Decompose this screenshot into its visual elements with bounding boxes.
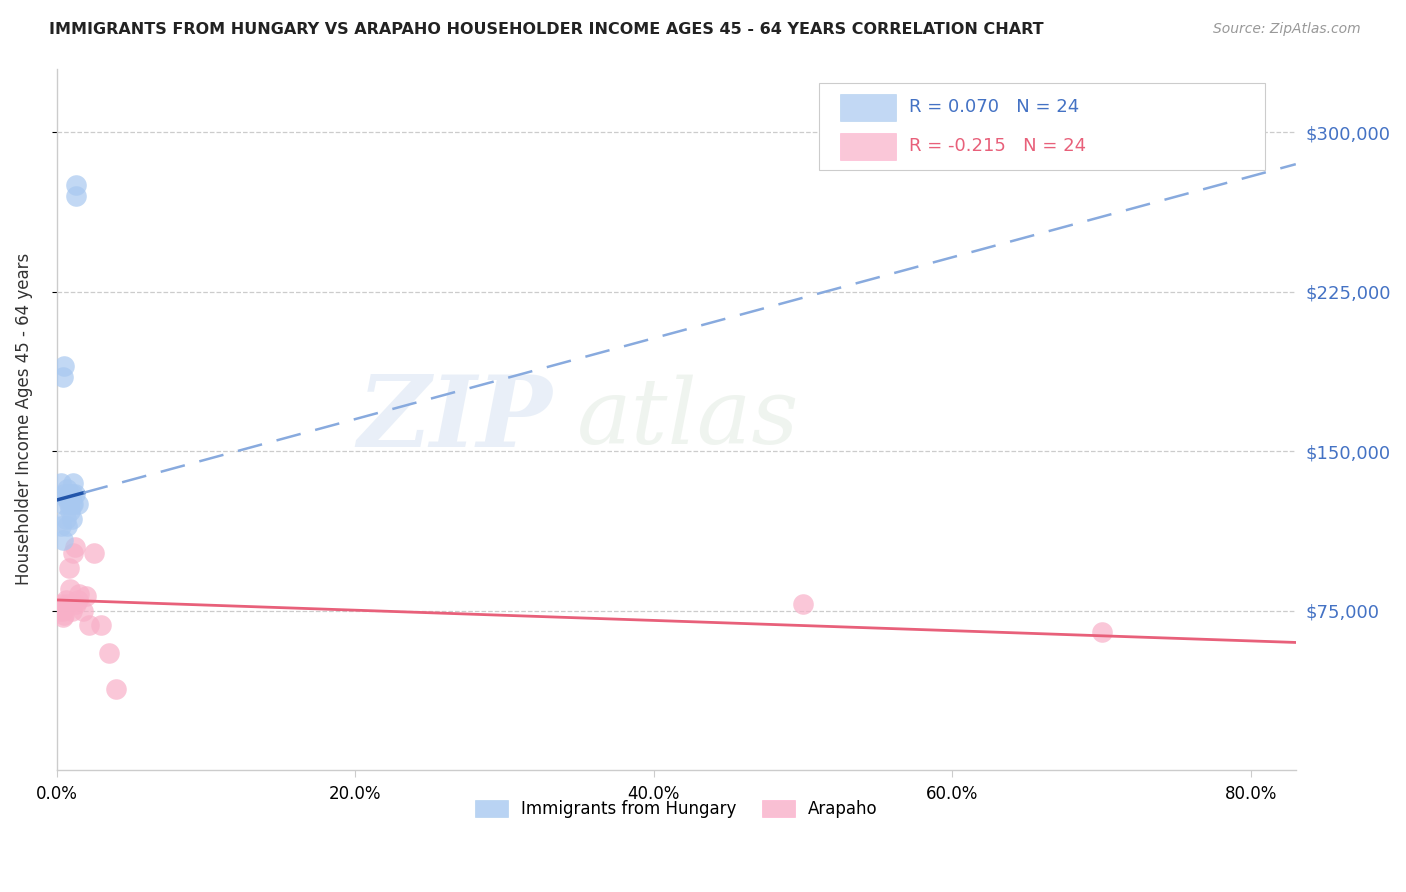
Point bbox=[792, 597, 814, 611]
Point bbox=[62, 546, 84, 560]
Point bbox=[56, 518, 79, 533]
Point bbox=[60, 603, 83, 617]
Point bbox=[67, 586, 90, 600]
Point bbox=[58, 561, 80, 575]
Point bbox=[72, 603, 94, 617]
Point bbox=[105, 682, 128, 697]
Point bbox=[62, 497, 84, 511]
FancyBboxPatch shape bbox=[839, 95, 896, 120]
Point bbox=[52, 610, 75, 624]
Point bbox=[49, 476, 72, 491]
Point bbox=[1091, 624, 1114, 639]
Point bbox=[53, 486, 76, 500]
Point bbox=[65, 189, 87, 203]
Point bbox=[52, 497, 75, 511]
Point bbox=[52, 369, 75, 384]
Point bbox=[59, 491, 82, 505]
Text: atlas: atlas bbox=[576, 375, 800, 464]
Point bbox=[79, 618, 101, 632]
Point bbox=[49, 518, 72, 533]
Point bbox=[62, 476, 84, 491]
Point bbox=[59, 582, 82, 597]
Point bbox=[53, 607, 76, 622]
Point bbox=[56, 597, 79, 611]
Point bbox=[52, 603, 75, 617]
Point bbox=[55, 593, 77, 607]
Point bbox=[65, 597, 87, 611]
Point bbox=[49, 597, 72, 611]
Point bbox=[52, 533, 75, 548]
Point bbox=[76, 589, 98, 603]
Text: Source: ZipAtlas.com: Source: ZipAtlas.com bbox=[1213, 22, 1361, 37]
Text: ZIP: ZIP bbox=[357, 371, 553, 467]
Point bbox=[63, 540, 86, 554]
Point bbox=[97, 646, 120, 660]
Point bbox=[58, 497, 80, 511]
Point bbox=[63, 486, 86, 500]
Point bbox=[48, 603, 70, 617]
Point bbox=[66, 593, 89, 607]
Text: R = 0.070   N = 24: R = 0.070 N = 24 bbox=[910, 98, 1080, 117]
Point bbox=[83, 546, 105, 560]
Point bbox=[58, 486, 80, 500]
Text: R = -0.215   N = 24: R = -0.215 N = 24 bbox=[910, 137, 1087, 155]
Point bbox=[53, 359, 76, 373]
Point bbox=[60, 486, 83, 500]
Point bbox=[56, 483, 79, 497]
Point bbox=[60, 497, 83, 511]
Point bbox=[59, 503, 82, 517]
Point bbox=[66, 497, 89, 511]
FancyBboxPatch shape bbox=[839, 133, 896, 160]
FancyBboxPatch shape bbox=[818, 83, 1265, 170]
Point bbox=[90, 618, 112, 632]
Y-axis label: Householder Income Ages 45 - 64 years: Householder Income Ages 45 - 64 years bbox=[15, 253, 32, 585]
Point bbox=[65, 178, 87, 193]
Text: IMMIGRANTS FROM HUNGARY VS ARAPAHO HOUSEHOLDER INCOME AGES 45 - 64 YEARS CORRELA: IMMIGRANTS FROM HUNGARY VS ARAPAHO HOUSE… bbox=[49, 22, 1043, 37]
Legend: Immigrants from Hungary, Arapaho: Immigrants from Hungary, Arapaho bbox=[468, 793, 884, 825]
Point bbox=[55, 491, 77, 505]
Point bbox=[55, 512, 77, 526]
Point bbox=[60, 512, 83, 526]
